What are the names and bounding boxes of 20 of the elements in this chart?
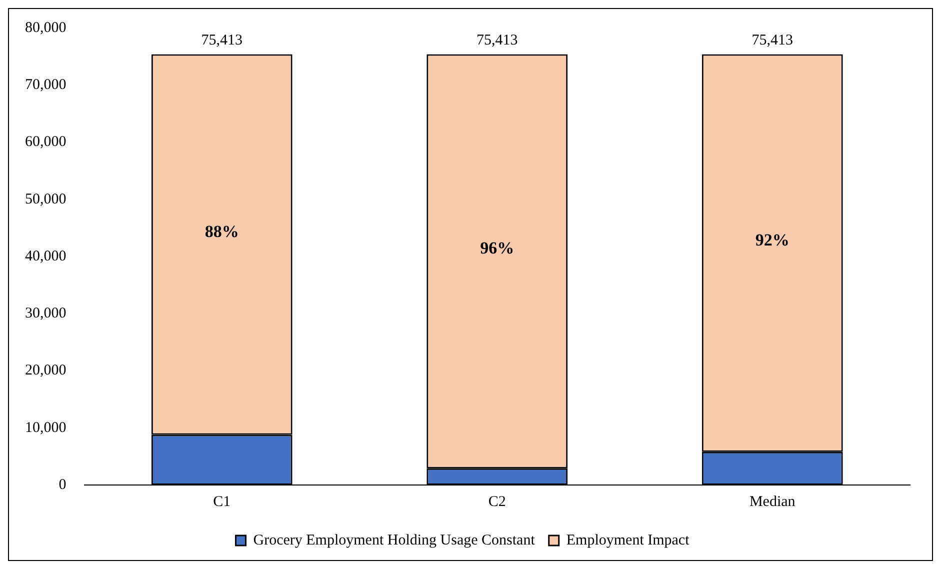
legend-label: Employment Impact — [566, 532, 690, 548]
y-tick-label: 70,000 — [25, 77, 66, 94]
annotation: 96% — [480, 238, 514, 258]
y-tick-label: 60,000 — [25, 134, 66, 150]
y-tick-label: 10,000 — [25, 420, 66, 436]
y-tick-label: 30,000 — [25, 306, 66, 322]
total-label: 75,413 — [752, 32, 793, 49]
y-tick-label: 80,000 — [25, 20, 66, 36]
y-tick-label: 20,000 — [25, 362, 66, 379]
legend-label: Grocery Employment Holding Usage Constant — [253, 532, 536, 548]
total-label: 75,413 — [201, 32, 242, 49]
x-tick-label: C1 — [213, 494, 231, 510]
total-label: 75,413 — [476, 32, 518, 49]
y-tick-label: 50,000 — [25, 191, 66, 208]
y-tick-label: 0 — [58, 476, 66, 493]
annotation: 92% — [755, 230, 790, 250]
x-tick-label: C2 — [488, 494, 506, 510]
x-tick-label: Median — [749, 494, 796, 510]
annotation: 88% — [204, 222, 239, 241]
y-tick-label: 40,000 — [25, 248, 66, 264]
